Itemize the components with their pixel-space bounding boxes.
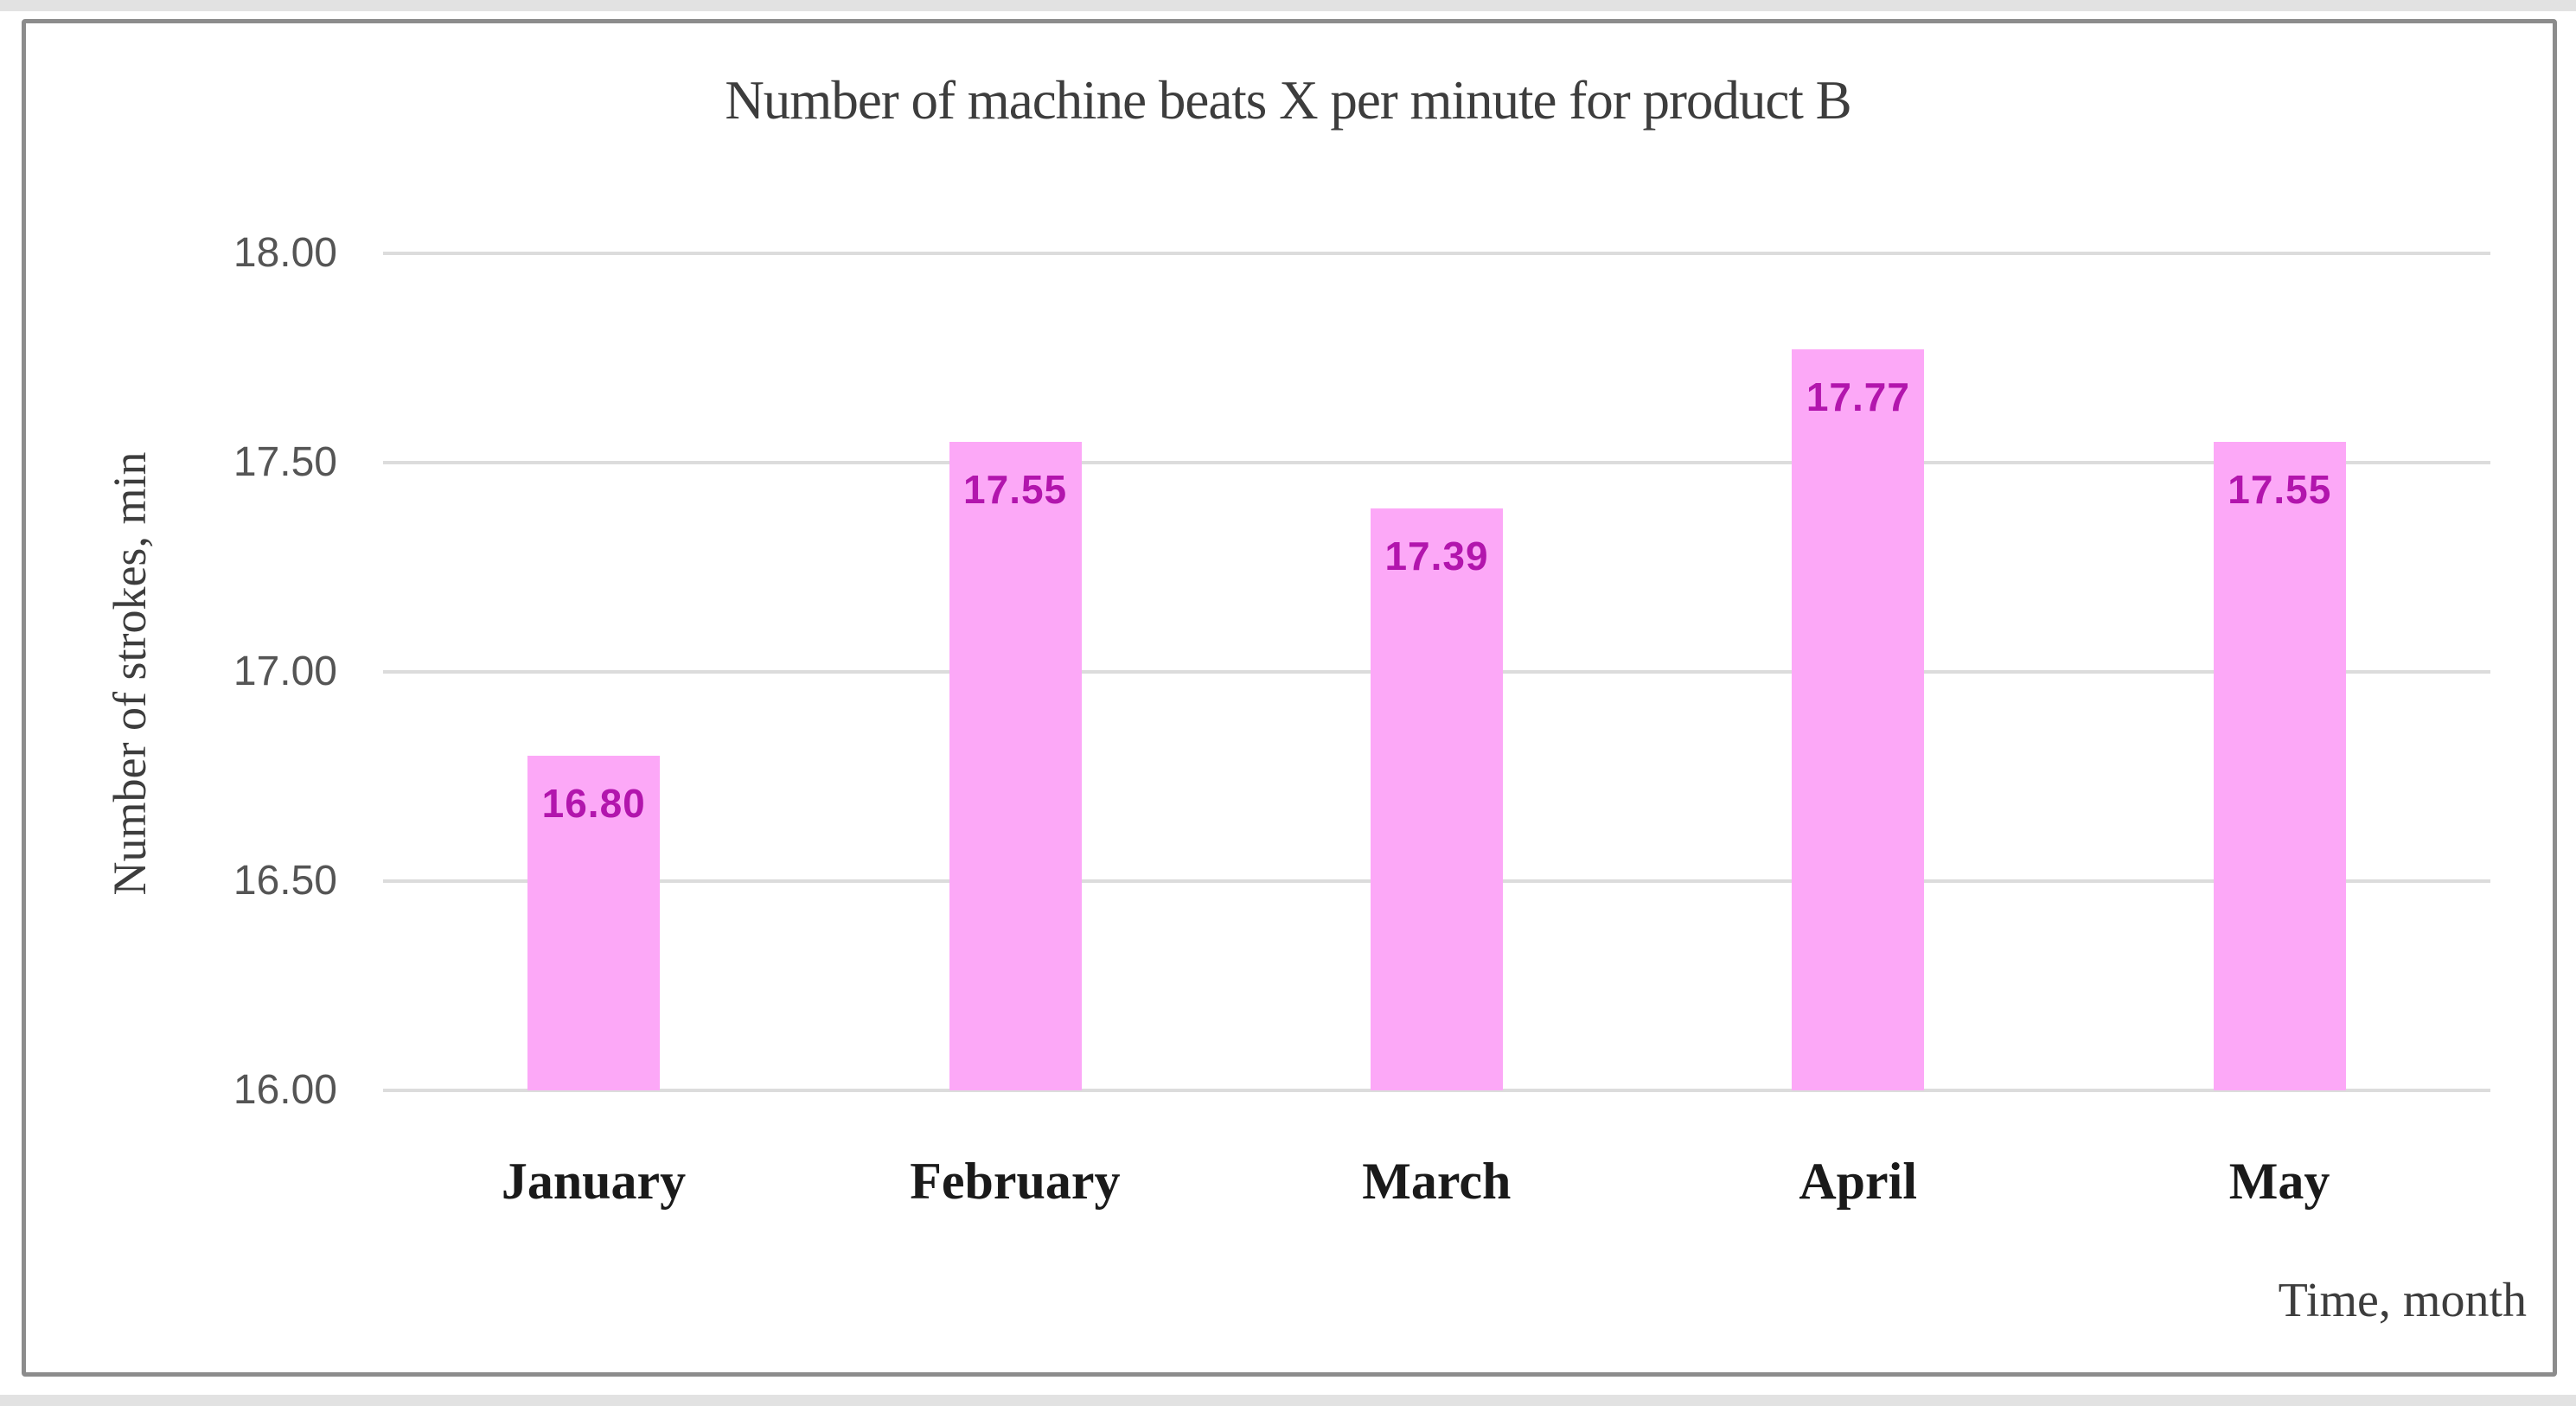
y-tick-label: 17.00 xyxy=(233,649,337,694)
x-tick-label-february: February xyxy=(910,1153,1121,1210)
y-tick-label: 17.50 xyxy=(233,439,337,485)
x-tick-label-april: April xyxy=(1799,1153,1918,1210)
page-edge-bottom xyxy=(0,1395,2576,1406)
bar-value-label: 17.55 xyxy=(2228,466,2332,512)
x-tick-label-march: March xyxy=(1362,1153,1512,1210)
chart-frame xyxy=(22,19,2557,1377)
bar-january: 16.80 xyxy=(527,755,661,1090)
gridline-y-17.50 xyxy=(383,461,2490,464)
y-tick-label: 16.50 xyxy=(233,858,337,904)
y-tick-label: 16.00 xyxy=(233,1067,337,1113)
x-axis-title: Time, month xyxy=(2278,1274,2527,1327)
gridline-y-18.00 xyxy=(383,252,2490,255)
bar-value-label: 16.80 xyxy=(541,780,646,826)
page-edge-top xyxy=(0,0,2576,11)
bar-march: 17.39 xyxy=(1371,508,1503,1090)
bar-value-label: 17.77 xyxy=(1806,374,1910,420)
bar-february: 17.55 xyxy=(949,441,1082,1090)
x-tick-label-may: May xyxy=(2228,1153,2330,1210)
bar-value-label: 17.39 xyxy=(1384,534,1489,579)
x-tick-label-january: January xyxy=(501,1153,687,1210)
bar-may: 17.55 xyxy=(2213,441,2346,1090)
gridline-y-16.00 xyxy=(383,1089,2490,1092)
y-tick-label: 18.00 xyxy=(233,230,337,276)
chart-title: Number of machine beats X per minute for… xyxy=(725,70,1851,131)
bar-april: 17.77 xyxy=(1792,349,1925,1090)
bar-value-label: 17.55 xyxy=(963,466,1068,512)
